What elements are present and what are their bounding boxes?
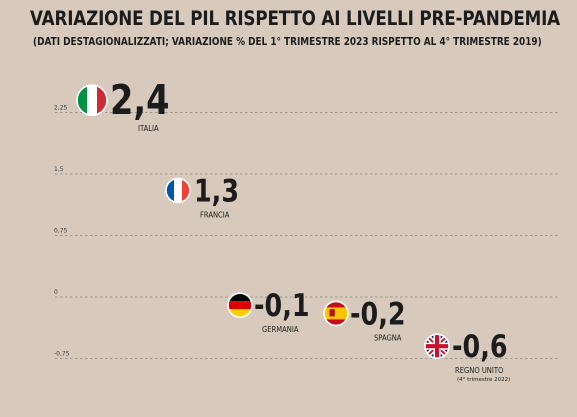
grid bbox=[55, 112, 560, 359]
country-label: SPAGNA bbox=[374, 333, 401, 343]
y-tick-label: 2,25 bbox=[54, 105, 68, 112]
value-label: -0,1 bbox=[254, 288, 310, 324]
country-label: FRANCIA bbox=[200, 210, 229, 220]
chart-title: VARIAZIONE DEL PIL RISPETTO AI LIVELLI P… bbox=[30, 7, 561, 30]
country-label: REGNO UNITO bbox=[455, 366, 504, 376]
chart-subtitle: (DATI DESTAGIONALIZZATI; VARIAZIONE % DE… bbox=[33, 36, 542, 48]
spain-flag-icon bbox=[323, 300, 349, 327]
value-label: -0,6 bbox=[452, 329, 508, 365]
y-axis-ticks: 2,25 1,5 0,75 0 -0,75 bbox=[54, 105, 70, 358]
y-tick-label: 1,5 bbox=[54, 166, 64, 173]
country-note: (4° trimestre 2022) bbox=[457, 377, 510, 383]
y-tick-label: 0 bbox=[54, 289, 58, 296]
value-label: 1,3 bbox=[194, 173, 239, 209]
germany-flag-icon bbox=[227, 292, 253, 319]
uk-flag-icon bbox=[424, 333, 450, 360]
y-tick-label: -0,75 bbox=[54, 351, 70, 358]
value-label: 2,4 bbox=[110, 76, 170, 124]
country-label: ITALIA bbox=[138, 124, 159, 134]
value-label: -0,2 bbox=[350, 296, 406, 332]
country-label: GERMANIA bbox=[262, 325, 298, 335]
italy-flag-icon bbox=[76, 84, 108, 116]
y-tick-label: 0,75 bbox=[54, 228, 68, 235]
france-flag-icon bbox=[165, 177, 191, 204]
